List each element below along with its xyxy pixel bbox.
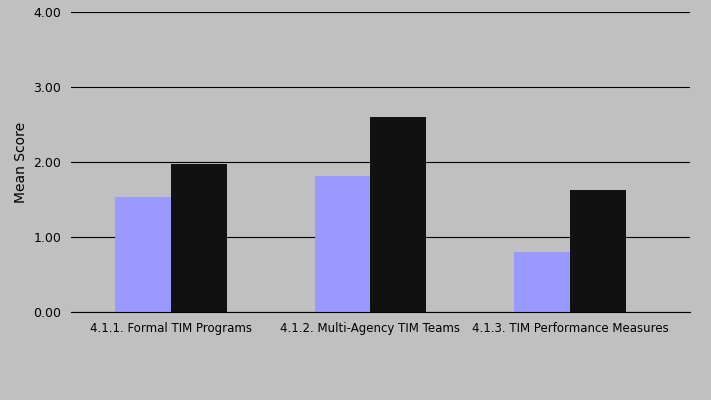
Bar xyxy=(370,117,427,312)
Bar xyxy=(115,197,171,312)
Bar xyxy=(171,164,227,312)
Legend: Baseline, 2009: Baseline, 2009 xyxy=(301,394,459,400)
Y-axis label: Mean Score: Mean Score xyxy=(14,122,28,202)
Bar xyxy=(570,190,626,312)
Bar xyxy=(314,176,370,312)
Bar xyxy=(514,252,570,312)
